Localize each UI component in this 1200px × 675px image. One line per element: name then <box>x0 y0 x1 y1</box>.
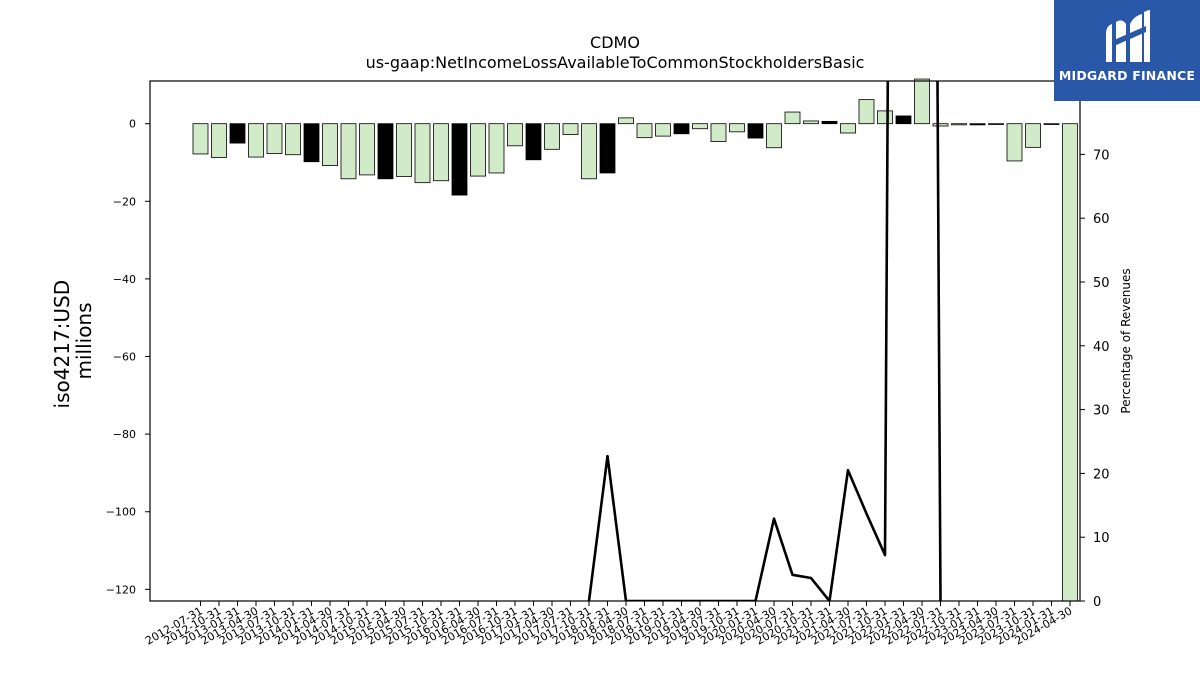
y2-tick-label: 20 <box>1093 467 1110 482</box>
bar-2020-10-31 <box>803 120 819 125</box>
bar-2013-07-31 <box>266 123 283 154</box>
y-tick-label: −40 <box>113 273 136 286</box>
bar-2017-10-31 <box>581 123 597 180</box>
bar-2018-07-31 <box>636 123 653 139</box>
y2-tick-label: 50 <box>1093 276 1110 291</box>
brand-logo: MIDGARD FINANCE <box>1054 0 1200 101</box>
y-tick-label: −60 <box>113 351 136 364</box>
y2-tick-label: 10 <box>1093 531 1110 546</box>
bar-2014-04-30 <box>322 123 338 167</box>
midgard-m-logo-icon <box>1106 10 1150 62</box>
y2-axis-label: Percentage of Revenues <box>1119 268 1133 413</box>
bar-2021-01-31 <box>821 120 838 125</box>
bar-2024-01-31 <box>1043 123 1060 125</box>
bar-2020-07-31 <box>784 111 801 125</box>
bar-2019-01-31 <box>673 123 690 135</box>
bar-2014-07-31 <box>340 123 357 180</box>
bar-group <box>192 78 1078 602</box>
bar-2013-04-30 <box>248 123 264 158</box>
bar-2019-10-31 <box>729 123 745 133</box>
chart-subtitle: us-gaap:NetIncomeLossAvailableToCommonSt… <box>366 53 865 72</box>
percentage-of-revenues-line <box>587 81 942 601</box>
brand-name: MIDGARD FINANCE <box>1058 68 1196 83</box>
y2-axis: 0 10 20 30 40 50 60 70 <box>1080 148 1110 610</box>
bar-2016-04-30 <box>470 123 486 177</box>
bar-2022-10-31 <box>951 123 967 126</box>
bar-2017-07-31 <box>562 123 579 135</box>
bar-2024-04-30 <box>1062 123 1078 602</box>
line-group <box>587 81 942 601</box>
bar-2020-01-31 <box>747 123 764 139</box>
bar-2023-04-30 <box>988 123 1004 125</box>
bar-2014-01-31 <box>303 123 320 163</box>
plot-frame <box>149 80 1081 602</box>
y2-tick-label: 70 <box>1093 148 1110 163</box>
y-axis-label: iso4217:USD millions <box>50 274 96 409</box>
bar-2018-04-30 <box>618 117 634 125</box>
bar-2017-04-30 <box>544 123 560 150</box>
bar-2016-10-31 <box>507 123 523 147</box>
y2-tick-label: 30 <box>1093 404 1110 419</box>
bar-2012-07-31 <box>192 123 209 155</box>
bar-2022-01-31 <box>895 115 912 125</box>
bar-2021-07-31 <box>858 99 875 125</box>
y-tick-label: −20 <box>113 195 136 208</box>
y-tick-label: 0 <box>129 118 136 131</box>
bar-2013-01-31 <box>229 123 246 144</box>
y-axis: 0 −20 −40 −60 −80 −100 −120 <box>106 118 150 596</box>
bar-2021-04-30 <box>840 123 856 134</box>
y2-tick-label: 40 <box>1093 340 1110 355</box>
bar-2015-01-31 <box>377 123 394 180</box>
bar-2015-04-30 <box>396 123 412 177</box>
bar-2017-01-31 <box>525 123 542 161</box>
y2-tick-label: 0 <box>1093 595 1101 610</box>
bar-2023-07-31 <box>1006 123 1023 162</box>
bar-2019-04-30 <box>692 123 708 130</box>
x-axis: 2012-07-312012-10-312013-01-312013-04-30… <box>143 601 1075 648</box>
bar-2013-10-31 <box>285 123 301 156</box>
y-tick-label: −80 <box>113 428 136 441</box>
bar-2014-10-31 <box>359 123 375 176</box>
bar-2022-07-31 <box>932 123 949 127</box>
bar-2020-04-30 <box>766 123 782 149</box>
bar-2022-04-30 <box>914 78 930 125</box>
bar-2015-10-31 <box>433 123 449 182</box>
y-tick-label: −120 <box>106 583 136 596</box>
bar-2015-07-31 <box>414 123 431 184</box>
bar-2016-01-31 <box>451 123 468 196</box>
bar-2023-10-31 <box>1025 123 1041 148</box>
y2-tick-label: 60 <box>1093 212 1110 227</box>
bar-2023-01-31 <box>969 123 986 126</box>
bar-2012-10-31 <box>211 123 227 158</box>
chart-title: CDMO <box>590 33 640 52</box>
y-tick-label: −100 <box>106 506 136 519</box>
bar-2018-10-31 <box>655 123 671 137</box>
bar-2016-07-31 <box>488 123 505 174</box>
bar-2018-01-31 <box>599 123 616 174</box>
bar-2021-10-31 <box>877 110 893 125</box>
bar-2019-07-31 <box>710 123 727 142</box>
